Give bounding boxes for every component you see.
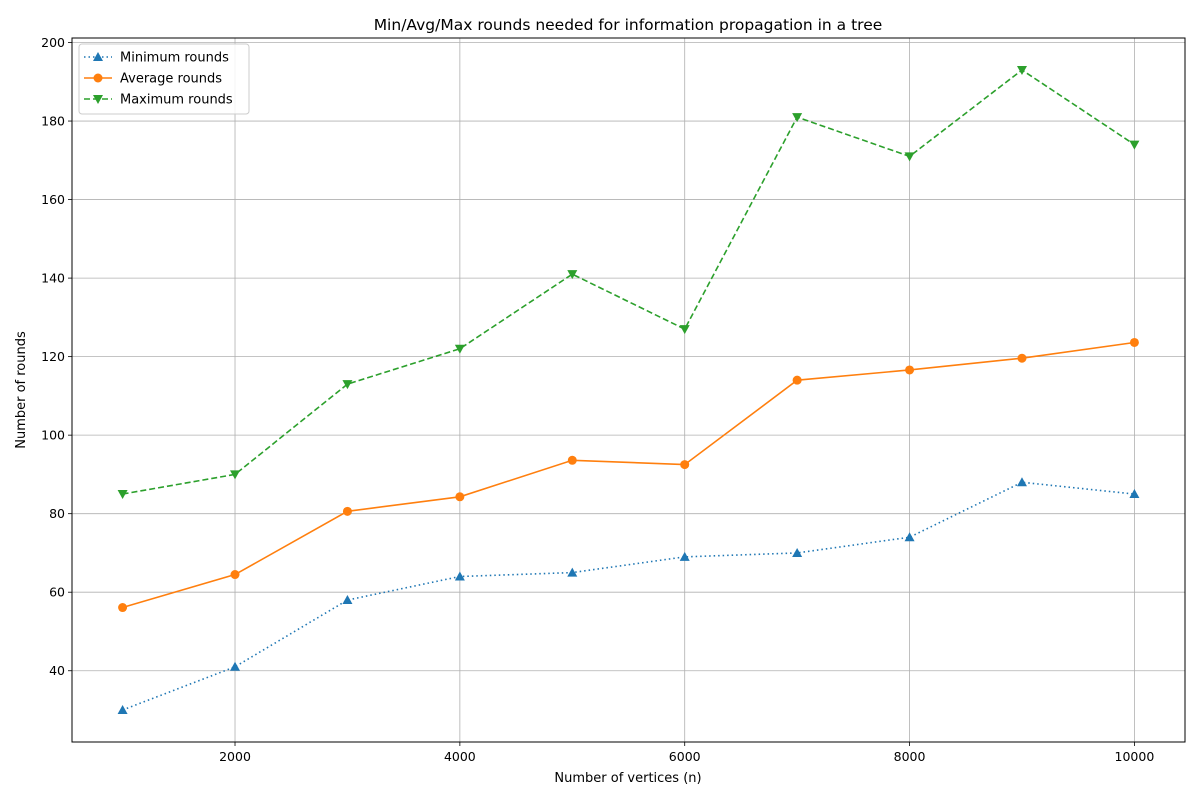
data-point-average-rounds: [342, 506, 352, 516]
data-point-average-rounds: [118, 603, 128, 613]
data-point-maximum-rounds: [230, 470, 241, 480]
data-point-maximum-rounds: [792, 113, 803, 123]
plot-frame: [71, 37, 1186, 743]
y-tick-label: 60: [49, 585, 65, 600]
legend-label-average-rounds: Average rounds: [120, 72, 222, 87]
data-point-average-rounds: [792, 375, 802, 385]
data-point-minimum-rounds: [230, 661, 241, 671]
series-layer: [117, 66, 1140, 714]
chart-title: Min/Avg/Max rounds needed for informatio…: [374, 16, 883, 34]
data-point-maximum-rounds: [1129, 140, 1140, 150]
series-average-rounds: [118, 337, 1139, 613]
data-point-minimum-rounds: [904, 532, 915, 542]
legend-marker-average-rounds: [93, 73, 103, 83]
series-maximum-rounds: [117, 66, 1140, 500]
data-point-average-rounds: [905, 365, 915, 375]
data-point-maximum-rounds: [679, 325, 690, 335]
data-point-minimum-rounds: [1129, 489, 1140, 499]
data-point-maximum-rounds: [454, 344, 465, 354]
data-point-minimum-rounds: [567, 567, 578, 577]
data-point-minimum-rounds: [679, 551, 690, 561]
y-tick-label: 140: [41, 271, 65, 286]
legend-marker-minimum-rounds: [93, 52, 103, 61]
data-point-minimum-rounds: [117, 705, 128, 714]
legend-entry-minimum-rounds: Minimum rounds: [84, 51, 229, 66]
data-point-maximum-rounds: [567, 270, 578, 280]
y-tick-label: 80: [49, 506, 65, 521]
data-point-average-rounds: [1129, 337, 1139, 347]
data-point-maximum-rounds: [117, 490, 128, 500]
x-tick-label: 8000: [894, 749, 926, 764]
y-axis-label: Number of rounds: [14, 331, 29, 449]
data-point-average-rounds: [230, 570, 240, 580]
x-tick-label: 10000: [1115, 749, 1155, 764]
legend-label-minimum-rounds: Minimum rounds: [120, 51, 229, 66]
x-tick-label: 6000: [669, 749, 701, 764]
legend: Minimum rounds Average rounds Maximum roun…: [78, 43, 250, 115]
data-point-average-rounds: [567, 455, 577, 465]
grid: [72, 38, 1185, 742]
data-point-average-rounds: [1017, 353, 1027, 363]
axis-ticks: 2000 4000 6000 8000 10000 40 60 80 100 120 140 160 1…: [41, 35, 1154, 764]
legend-entry-maximum-rounds: Maximum rounds: [84, 93, 233, 108]
data-point-minimum-rounds: [342, 595, 353, 605]
data-point-maximum-rounds: [1016, 66, 1027, 75]
y-tick-label: 180: [41, 114, 65, 129]
data-point-minimum-rounds: [1016, 477, 1027, 487]
x-axis-label: Number of vertices (n): [554, 771, 701, 786]
y-tick-label: 160: [41, 192, 65, 207]
y-tick-label: 200: [41, 35, 65, 50]
y-tick-label: 40: [49, 663, 65, 678]
y-tick-label: 100: [41, 428, 65, 443]
x-tick-label: 4000: [444, 749, 476, 764]
data-point-minimum-rounds: [792, 547, 803, 557]
data-point-minimum-rounds: [454, 571, 465, 581]
legend-box: [78, 43, 250, 115]
series-line-minimum-rounds: [122, 481, 1135, 711]
data-point-maximum-rounds: [342, 380, 353, 390]
series-minimum-rounds: [117, 477, 1140, 714]
y-tick-label: 120: [41, 349, 65, 364]
legend-entry-average-rounds: Average rounds: [84, 72, 222, 87]
data-point-average-rounds: [455, 492, 465, 502]
legend-label-maximum-rounds: Maximum rounds: [120, 93, 233, 108]
data-point-maximum-rounds: [904, 152, 915, 162]
data-point-average-rounds: [680, 460, 690, 470]
series-line-average-rounds: [122, 341, 1135, 609]
series-line-maximum-rounds: [122, 69, 1135, 495]
x-tick-label: 2000: [219, 749, 251, 764]
legend-marker-maximum-rounds: [93, 95, 103, 104]
